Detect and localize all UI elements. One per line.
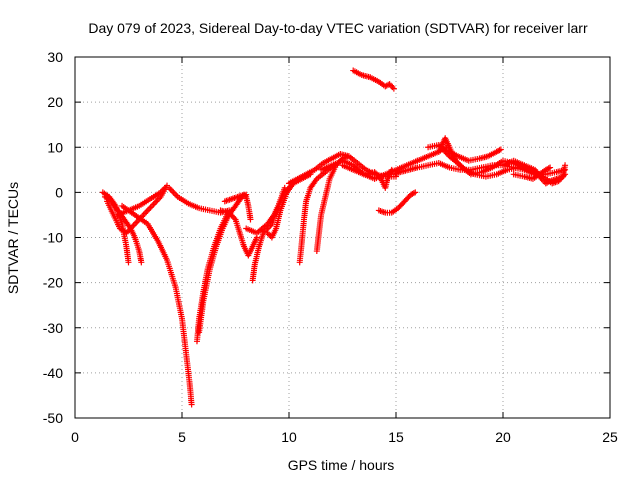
data-point-trail bbox=[512, 165, 552, 182]
data-point-trail bbox=[223, 192, 254, 221]
data-point-trail bbox=[120, 204, 195, 406]
y-tick-label: -10 bbox=[43, 230, 63, 246]
data-points bbox=[99, 67, 569, 408]
y-tick-label: -40 bbox=[43, 365, 63, 381]
y-tick-label: 10 bbox=[47, 139, 63, 155]
y-tick-label: 0 bbox=[55, 184, 63, 200]
x-tick-label: 25 bbox=[602, 429, 618, 445]
series-track-4 bbox=[114, 184, 168, 218]
series-track-20 bbox=[375, 189, 419, 216]
data-point-trail bbox=[416, 145, 503, 164]
y-tick-label: -50 bbox=[43, 410, 63, 426]
data-point-trail bbox=[501, 158, 568, 186]
series-track-19 bbox=[350, 67, 397, 92]
data-point-trail bbox=[377, 190, 417, 216]
x-tick-label: 10 bbox=[281, 429, 297, 445]
series-track-3 bbox=[104, 182, 171, 236]
y-tick-label: 20 bbox=[47, 94, 63, 110]
axis-ticks: 0 5 10 15 20 25 -50 -40 -30 -20 -10 0 10 20 30 bbox=[43, 49, 618, 445]
series-track-18 bbox=[339, 162, 395, 191]
series-track-9 bbox=[217, 207, 260, 259]
y-tick-label: -30 bbox=[43, 320, 63, 336]
data-point-trail bbox=[351, 68, 396, 91]
data-point-trail bbox=[196, 192, 248, 334]
data-point-trail bbox=[341, 163, 394, 190]
data-point-trail bbox=[266, 177, 302, 239]
grid bbox=[75, 57, 610, 418]
x-tick-label: 20 bbox=[495, 429, 511, 445]
chart-title: Day 079 of 2023, Sidereal Day-to-day VTE… bbox=[88, 20, 588, 36]
x-tick-label: 15 bbox=[388, 429, 404, 445]
series-track-2 bbox=[101, 193, 145, 266]
series-track-26 bbox=[510, 164, 554, 182]
x-tick-label: 0 bbox=[71, 429, 79, 445]
data-point-trail bbox=[219, 207, 259, 257]
x-axis-title: GPS time / hours bbox=[288, 457, 395, 473]
series-track-10 bbox=[221, 191, 254, 223]
series-track-5 bbox=[119, 202, 195, 408]
series-track-13 bbox=[264, 175, 303, 241]
y-tick-label: 30 bbox=[47, 49, 63, 65]
y-axis-title: SDTVAR / TECUs bbox=[5, 182, 21, 294]
series-track-25 bbox=[500, 157, 569, 187]
data-point-trail bbox=[296, 163, 336, 264]
series-track-8 bbox=[196, 191, 250, 336]
data-point bbox=[390, 85, 397, 92]
y-tick-label: -20 bbox=[43, 275, 63, 291]
x-tick-label: 5 bbox=[178, 429, 186, 445]
